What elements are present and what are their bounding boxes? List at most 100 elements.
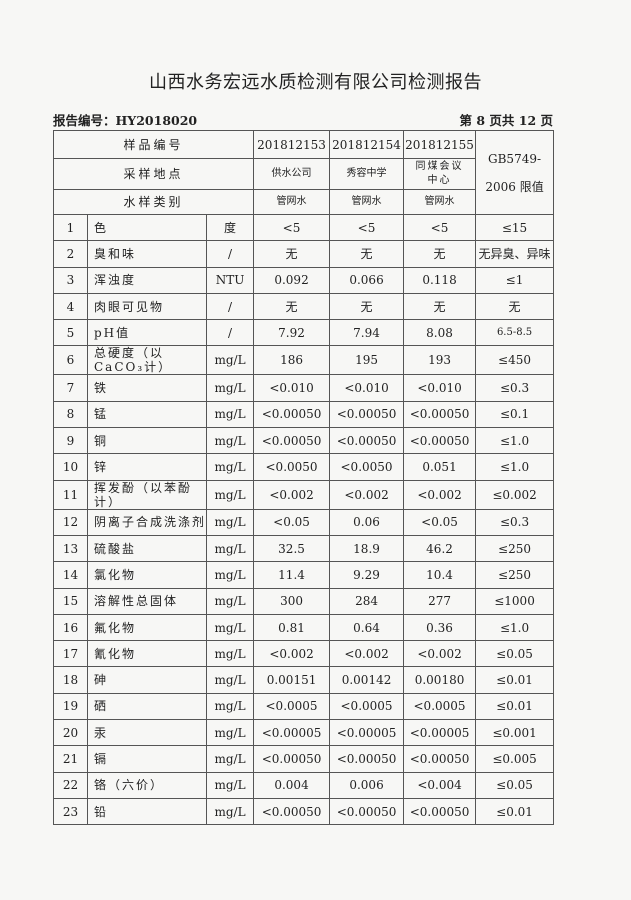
unit: mg/L [205, 666, 255, 694]
sample-value: 无 [403, 292, 477, 321]
sample-value: 277 [403, 587, 477, 615]
unit: mg/L [205, 345, 255, 376]
sample-value: <5 [329, 213, 405, 242]
sample-value: <0.00050 [329, 745, 405, 773]
limit-value: ≤0.01 [475, 692, 555, 721]
table-row: 5 pH值/7.92 7.94 8.08 6.5-8.5 [53, 319, 555, 347]
row-number: 11 [53, 479, 88, 510]
sample-type: 管网水 [403, 189, 477, 215]
parameter-name: 色 [87, 213, 207, 242]
limit-value: ≤0.3 [475, 374, 555, 402]
sample-value: 46.2 [403, 534, 477, 563]
table-row: 7 铁 mg/L <0.010 <0.010 <0.010 ≤0.3 [53, 374, 555, 402]
sample-value: <0.010 [403, 374, 477, 402]
table-row: 2 臭和味 / 无无无无异臭、异味 [53, 240, 555, 268]
limit-value: ≤0.002 [475, 479, 555, 510]
parameter-name: 砷 [87, 666, 207, 694]
sample-value: <0.00050 [253, 427, 331, 455]
limit-value: ≤0.001 [475, 719, 555, 747]
limit-value: ≤0.3 [475, 508, 555, 536]
table-row: 1 色度 <5 <5 <5 ≤15 [53, 213, 555, 242]
sample-value: 11.4 [253, 561, 331, 589]
row-number: 9 [53, 427, 88, 455]
sample-value: <0.010 [329, 374, 405, 402]
sample-value: 0.004 [253, 771, 331, 799]
row-number: 10 [53, 453, 88, 481]
limit-value: ≤1.0 [475, 453, 555, 481]
limit-value: 无 [475, 292, 555, 321]
parameter-name: 氰化物 [87, 640, 207, 668]
sample-value: 0.06 [329, 508, 405, 536]
row-number: 1 [53, 213, 88, 242]
unit: mg/L [205, 640, 255, 668]
sample-value: 195 [329, 345, 405, 376]
sample-value: 32.5 [253, 534, 331, 563]
sample-value: 0.051 [403, 453, 477, 481]
sample-value: 0.36 [403, 613, 477, 642]
sample-value: <0.0005 [329, 692, 405, 721]
sample-value: <0.010 [253, 374, 331, 402]
sample-value: 0.64 [329, 613, 405, 642]
sample-value: <0.00050 [329, 400, 405, 429]
sample-value: <0.002 [329, 479, 405, 510]
sample-type: 管网水 [329, 189, 405, 215]
header-row-location: 采样地点 供水公司 秀容中学 同煤会议中心 [52, 158, 554, 190]
unit: mg/L [205, 479, 255, 510]
location-label: 采样地点 [52, 158, 255, 190]
header-row-type: 水样类别 管网水 管网水 管网水 [52, 189, 554, 215]
sample-value: <0.002 [329, 640, 405, 668]
unit: mg/L [205, 719, 255, 747]
sample-value: <0.002 [403, 479, 477, 510]
row-number: 7 [53, 374, 88, 402]
sample-value: 0.118 [403, 266, 477, 294]
limit-value: ≤0.1 [475, 400, 555, 429]
sample-value: <0.00050 [329, 797, 405, 826]
sample-value: 0.00151 [253, 666, 331, 694]
sample-value: <0.002 [403, 640, 477, 668]
unit: NTU [205, 266, 255, 294]
sample-value: 0.81 [253, 613, 331, 642]
table-row: 13 硫酸盐 mg/L 32.5 18.9 46.2 ≤250 [53, 534, 555, 563]
row-number: 14 [53, 561, 88, 589]
parameter-name: 挥发酚（以苯酚计） [87, 479, 207, 510]
table-row: 17 氰化物 mg/L <0.002 <0.002 <0.002 ≤0.05 [53, 640, 555, 668]
parameter-name: 浑浊度 [87, 266, 207, 294]
sample-no-label: 样品编号 [52, 130, 255, 159]
unit: mg/L [205, 427, 255, 455]
sample-value: <0.002 [253, 640, 331, 668]
unit: / [205, 292, 255, 321]
sample-value: <0.00050 [253, 745, 331, 773]
unit: mg/L [205, 561, 255, 589]
table-row: 3 浑浊度 NTU 0.092 0.066 0.118 ≤1 [53, 266, 555, 294]
unit: mg/L [205, 374, 255, 402]
table-row: 11 挥发酚（以苯酚计） mg/L <0.002 <0.002 <0.002 ≤0.002 [53, 479, 555, 510]
limit-value: ≤0.05 [475, 771, 555, 799]
sample-value: <0.00050 [253, 400, 331, 429]
sample-value: <0.002 [253, 479, 331, 510]
sample-value: <5 [253, 213, 331, 242]
table-row: 20 汞 mg/L <0.00005 <0.00005 <0.00005 ≤0.001 [53, 719, 555, 747]
table-row: 6 总硬度（以CaCO₃计） mg/L 186 195 193 ≤450 [53, 345, 555, 376]
page-info: 第 8 页共 12 页 [459, 113, 554, 128]
limit-label: GB5749-2006 限值 [475, 130, 555, 215]
row-number: 2 [53, 240, 88, 268]
limit-value: ≤450 [475, 345, 555, 376]
sample-value: 0.092 [253, 266, 331, 294]
row-number: 19 [53, 692, 88, 721]
unit: mg/L [205, 587, 255, 615]
limit-value: ≤0.05 [475, 640, 555, 668]
sample-value: 无 [253, 292, 331, 321]
sample-location: 同煤会议中心 [403, 158, 477, 190]
unit: mg/L [205, 692, 255, 721]
sample-no: 201812155 [403, 130, 477, 159]
header-row-sample-no: 样品编号 201812153 201812154 201812155 GB574… [52, 130, 555, 215]
parameter-name: 硫酸盐 [87, 534, 207, 563]
unit: mg/L [205, 400, 255, 429]
row-number: 18 [53, 666, 88, 694]
sample-no: 201812154 [329, 130, 405, 159]
unit: mg/L [205, 453, 255, 481]
parameter-name: 溶解性总固体 [87, 587, 207, 615]
unit: / [205, 319, 255, 347]
sample-value: 0.066 [329, 266, 405, 294]
limit-value: 无异臭、异味 [475, 240, 555, 268]
